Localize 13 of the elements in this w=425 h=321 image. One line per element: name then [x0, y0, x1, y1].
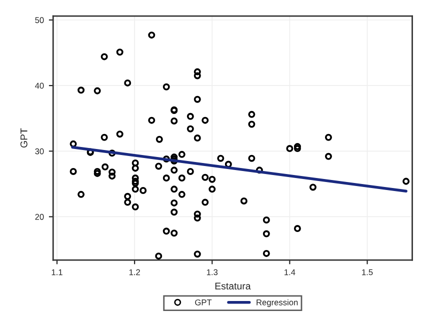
x-axis-title: Estatura: [215, 282, 251, 290]
x-tick-label: 1.1: [52, 269, 62, 276]
legend-label: GPT: [195, 299, 212, 306]
x-tick-label: 1.3: [206, 269, 218, 276]
y-tick-label: 40: [35, 82, 44, 89]
x-tick-label: 1.5: [362, 269, 373, 276]
y-tick-label: 30: [35, 148, 44, 154]
y-tick-label: 50: [35, 17, 44, 24]
y-axis-title: GPT: [20, 128, 28, 148]
x-tick-label: 1.4: [284, 269, 296, 276]
y-tick-label: 20: [35, 214, 44, 220]
x-tick-label: 1.2: [129, 269, 140, 276]
legend-label: Regression: [256, 299, 298, 307]
